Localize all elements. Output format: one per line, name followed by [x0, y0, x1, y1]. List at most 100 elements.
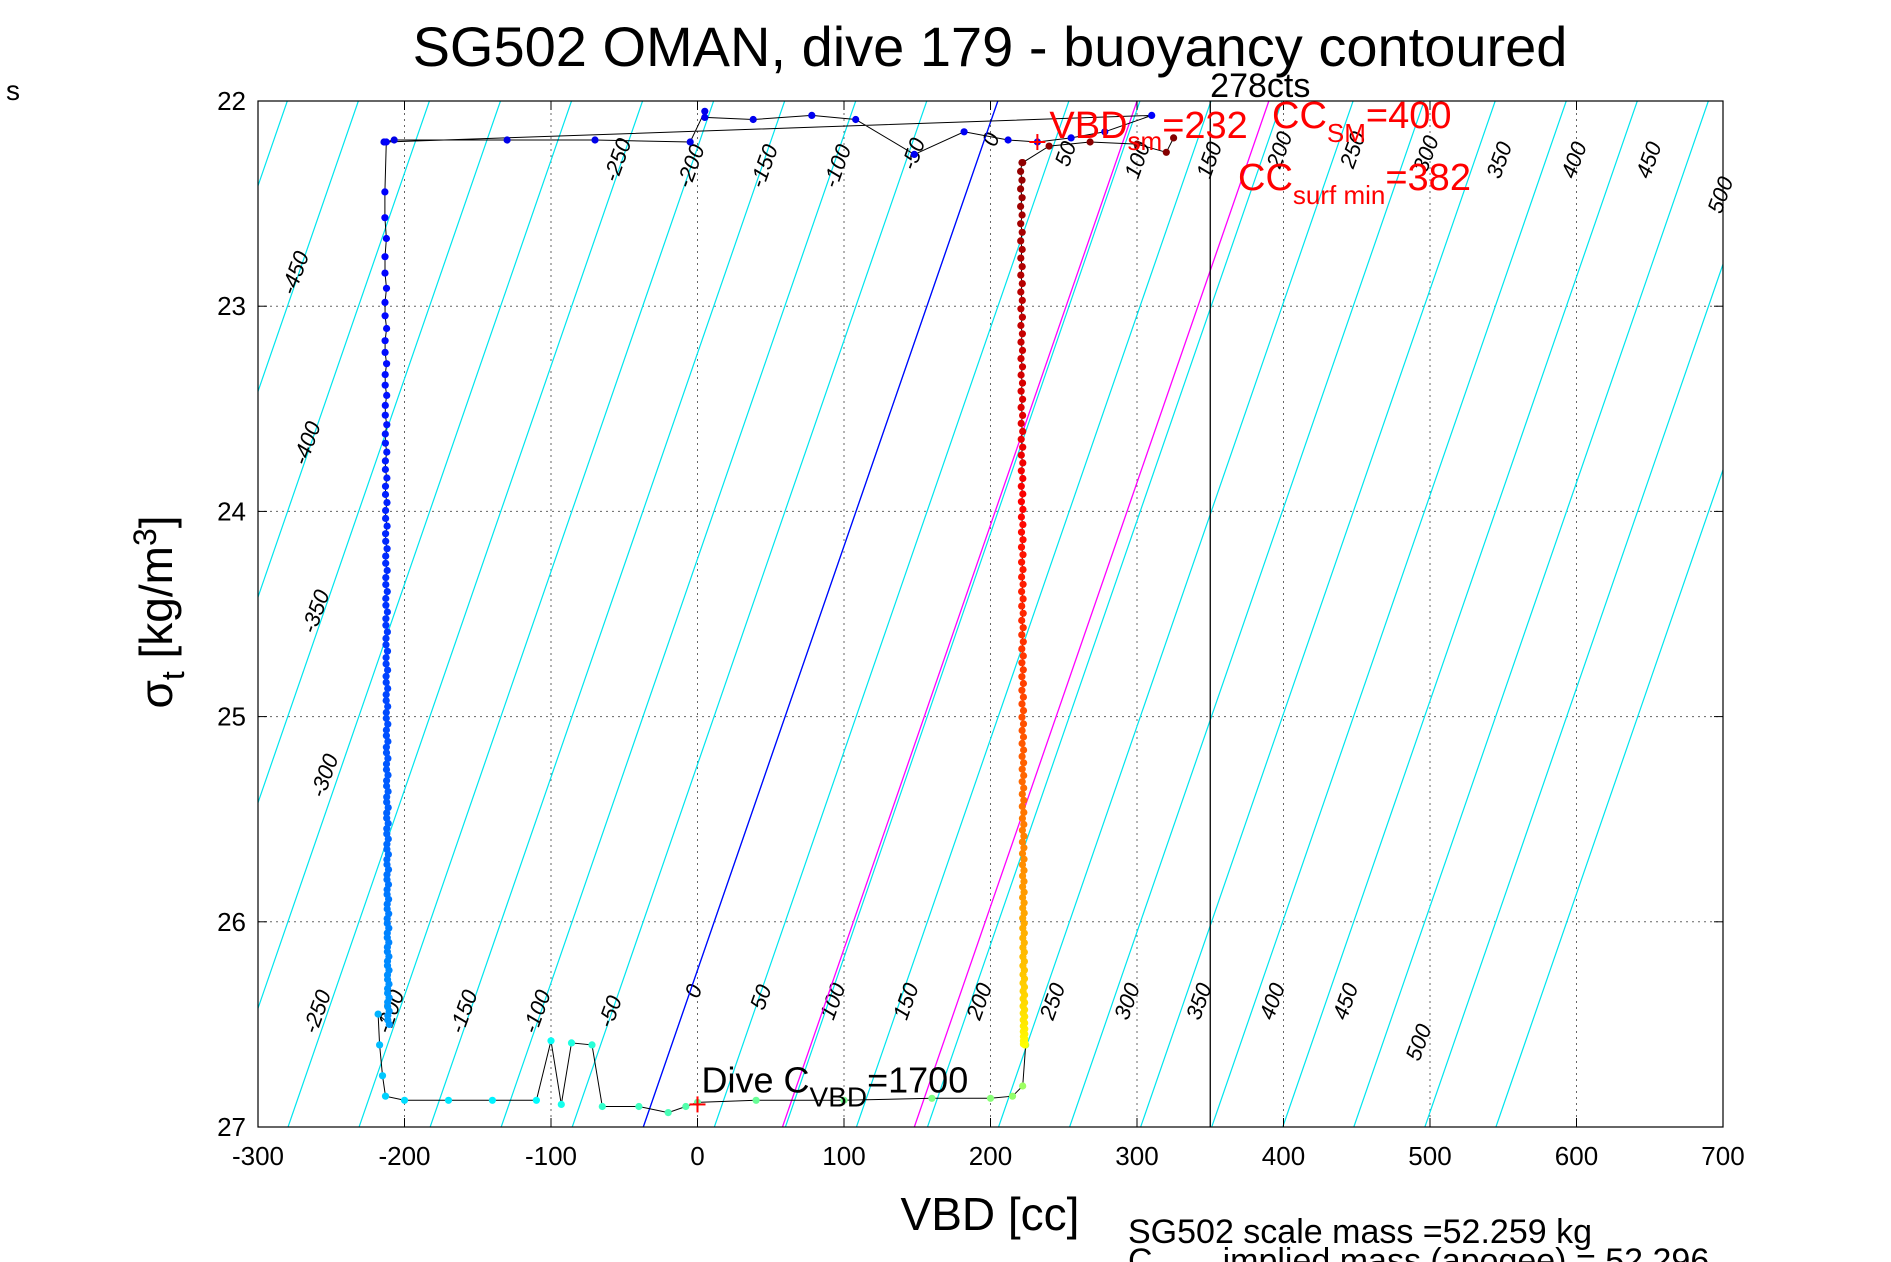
data-point: [1148, 111, 1156, 119]
contour-label: 100: [815, 979, 851, 1023]
data-point: [1018, 726, 1026, 735]
data-point: [1018, 765, 1026, 773]
data-point: [381, 371, 389, 379]
data-point: [381, 401, 389, 409]
x-tick-label: -200: [378, 1141, 430, 1171]
track-line: [377, 111, 1175, 1114]
data-point: [383, 782, 391, 790]
data-point: [1018, 778, 1026, 786]
data-point: [1019, 595, 1027, 603]
contour-line: [0, 101, 216, 1127]
y-tick-label: 24: [217, 496, 246, 526]
dive-c-sub: VBD: [810, 1081, 868, 1112]
cc-surf-sub: surf min: [1293, 180, 1385, 210]
data-point: [1170, 134, 1178, 142]
contour-label: -250: [598, 134, 637, 185]
data-point: [664, 1109, 672, 1117]
cc-sm-sub: SM: [1327, 118, 1366, 148]
contour-line: [784, 101, 1141, 1127]
data-point: [381, 214, 389, 222]
data-point: [382, 594, 390, 603]
data-point: [382, 654, 390, 662]
y-axis-label-symbol: σ: [130, 680, 182, 708]
x-tick-label: 300: [1115, 1141, 1158, 1171]
data-point: [1017, 355, 1025, 363]
data-point: [1017, 271, 1025, 279]
data-point: [1017, 403, 1025, 411]
data-point: [383, 840, 391, 848]
data-point: [1018, 645, 1026, 653]
contour-lines: [0, 101, 1723, 1127]
data-point: [382, 530, 390, 538]
data-point: [382, 708, 390, 717]
contour-label: 300: [1109, 979, 1145, 1023]
data-point: [1018, 631, 1026, 639]
data-point: [1017, 220, 1025, 228]
data-point: [383, 825, 391, 833]
cc-surf-annotation: CCsurf min=382: [1238, 157, 1471, 210]
data-point: [1017, 419, 1025, 427]
data-point: [1018, 228, 1026, 236]
data-point: [381, 490, 390, 499]
y-axis-label-units: [kg/m: [130, 546, 182, 671]
data-point: [1067, 134, 1075, 142]
data-point: [383, 608, 391, 616]
contour-line: [855, 101, 1212, 1127]
data-point: [383, 566, 391, 575]
data-point: [382, 766, 391, 774]
data-point: [1020, 820, 1028, 829]
contour-label: -400: [287, 417, 326, 468]
data-point: [1018, 313, 1026, 321]
data-point: [1018, 802, 1026, 811]
data-point: [686, 138, 694, 146]
data-point: [400, 1096, 409, 1104]
cc-surf-value: =382: [1385, 157, 1471, 199]
x-tick-label: -300: [232, 1141, 284, 1171]
vbd-sm-main: VBD: [1049, 105, 1127, 147]
data-point: [503, 136, 511, 144]
data-point: [383, 324, 391, 333]
data-point: [384, 771, 392, 779]
contour-label: -450: [276, 247, 315, 298]
data-point: [383, 871, 391, 879]
data-point: [1017, 167, 1025, 175]
data-point: [444, 1096, 453, 1104]
data-point: [385, 1020, 393, 1028]
contour-line: [0, 101, 74, 1127]
contour-label: -350: [296, 586, 335, 637]
data-point: [381, 253, 389, 261]
dive-c-main: Dive C: [702, 1059, 810, 1100]
data-point: [682, 1102, 690, 1111]
contour-line: [571, 101, 928, 1127]
data-point: [1020, 759, 1028, 767]
data-point: [381, 188, 389, 196]
data-point: [1018, 363, 1027, 371]
data-point: [1019, 395, 1027, 403]
cc-sm-main: CC: [1272, 95, 1327, 137]
data-point: [1020, 832, 1028, 840]
contour-label: -250: [298, 986, 337, 1037]
data-point: [928, 1094, 936, 1102]
y-axis-label: σt [kg/m3]: [127, 515, 191, 708]
data-point: [383, 628, 391, 636]
data-point: [1020, 746, 1028, 754]
data-point: [382, 634, 390, 643]
data-point: [1019, 411, 1027, 419]
data-point: [749, 115, 757, 124]
data-point: [1018, 686, 1026, 694]
dive-c-annotation: Dive CVBD=1700: [702, 1059, 969, 1112]
data-point: [1019, 666, 1027, 674]
x-tick-label: 100: [822, 1141, 865, 1171]
data-point: [1017, 338, 1025, 346]
data-point: [1018, 379, 1027, 387]
data-point: [381, 1092, 390, 1100]
data-point: [382, 726, 390, 734]
data-point: [567, 1039, 576, 1047]
data-point: [381, 381, 389, 389]
data-point: [1162, 148, 1170, 156]
contour-line: [0, 101, 3, 1127]
data-point: [1019, 872, 1027, 880]
x-axis-ticks: -300 -200 -100 0 100 200 300 400 500 600 700: [232, 101, 1745, 1171]
data-point: [1020, 844, 1028, 852]
